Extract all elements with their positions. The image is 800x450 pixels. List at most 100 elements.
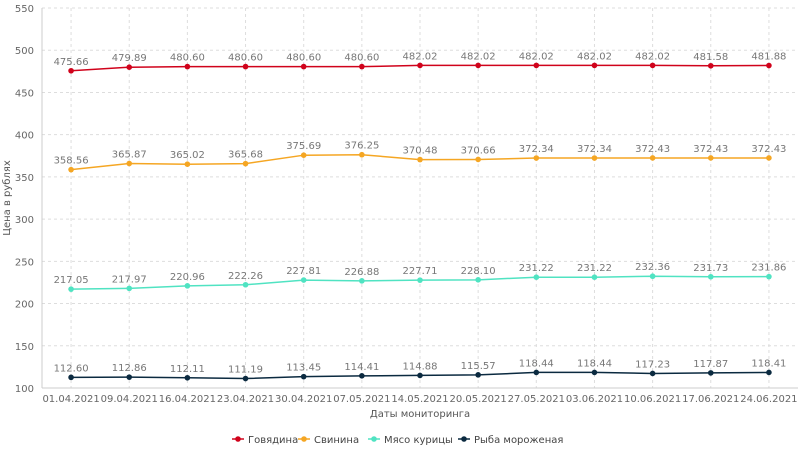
y-tick-label: 250 [15, 257, 34, 268]
grid [42, 7, 798, 389]
legend-item-0[interactable]: Говядина [232, 435, 298, 446]
legend-item-1[interactable]: Свинина [298, 435, 359, 446]
data-point [242, 281, 249, 288]
x-tick-label: 07.05.2021 [333, 394, 390, 405]
y-axis-title: Цена в рублях [2, 160, 13, 236]
y-tick-label: 550 [15, 4, 34, 15]
data-point [300, 277, 307, 283]
x-axis: 01.04.2021 09.04.2021 16.04.2021 23.04.2021… [42, 387, 798, 405]
data-point [126, 285, 133, 292]
data-label: 365.02 [170, 150, 205, 161]
x-tick-label: 23.04.2021 [217, 394, 274, 405]
data-point [475, 277, 481, 283]
legend-item-2[interactable]: Мясо курицы [368, 435, 453, 446]
data-label: 231.73 [693, 263, 728, 274]
data-point [707, 273, 714, 280]
data-point [417, 62, 423, 69]
data-point [591, 155, 598, 161]
data-point [766, 155, 772, 161]
data-point [766, 62, 772, 69]
data-label: 217.97 [112, 274, 147, 285]
data-label: 479.89 [112, 53, 147, 64]
legend-item-3[interactable]: Рыба мороженая [458, 435, 563, 446]
series-2: 217.05 217.97 220.96 222.26 227.81 226.88 227.… [54, 262, 786, 292]
data-label: 375.69 [286, 141, 321, 152]
data-label: 118.41 [751, 358, 786, 369]
data-point [533, 369, 540, 376]
data-point [475, 156, 481, 163]
data-label: 480.60 [286, 53, 321, 64]
data-label: 232.36 [635, 262, 670, 273]
data-label: 370.48 [403, 146, 438, 157]
y-tick-label: 300 [15, 215, 34, 226]
data-label: 481.88 [751, 52, 786, 63]
data-point [649, 155, 656, 161]
x-tick-label: 09.04.2021 [101, 394, 158, 405]
data-label: 481.58 [693, 52, 728, 63]
data-point [707, 62, 714, 69]
y-tick-label: 350 [15, 173, 34, 184]
data-label: 231.22 [519, 263, 554, 274]
data-point [300, 63, 307, 70]
y-tick-label: 450 [15, 88, 34, 99]
data-point [475, 62, 481, 69]
data-label: 482.02 [577, 51, 612, 62]
data-label: 112.60 [54, 363, 89, 374]
legend-label: Рыба мороженая [474, 435, 563, 446]
data-point [242, 160, 249, 167]
data-point [184, 283, 191, 289]
data-point [242, 375, 249, 382]
data-point [707, 155, 714, 161]
data-point [68, 67, 74, 74]
series-0: 475.66 479.89 480.60 480.60 480.60 480.60 482.… [54, 51, 786, 74]
data-label: 365.68 [228, 150, 263, 161]
data-point [184, 63, 191, 70]
data-point [359, 151, 365, 158]
y-tick-label: 100 [15, 384, 34, 395]
data-label: 114.88 [403, 361, 438, 372]
x-tick-label: 30.04.2021 [275, 394, 332, 405]
legend-label: Мясо курицы [384, 435, 453, 446]
data-label: 480.60 [170, 53, 205, 64]
data-point [184, 161, 191, 168]
data-label: 372.43 [635, 144, 670, 155]
data-point [591, 62, 598, 69]
legend-marker-dot [235, 436, 241, 442]
data-point [242, 63, 249, 70]
data-label: 482.02 [519, 51, 554, 62]
series-3: 112.60 112.86 112.11 111.19 113.45 114.41 114.… [54, 358, 786, 382]
data-point [359, 373, 365, 379]
data-point [417, 372, 423, 379]
y-axis: 100 150 200 250 300 350 400 450 500 550 [15, 4, 43, 395]
legend-label: Говядина [248, 435, 298, 446]
data-label: 358.56 [54, 156, 89, 167]
data-point [68, 166, 74, 173]
data-point [766, 369, 772, 376]
data-point [591, 274, 598, 280]
data-point [359, 63, 365, 70]
x-tick-label: 17.06.2021 [682, 394, 739, 405]
series-1: 358.56 365.87 365.02 365.68 375.69 376.25 370.… [54, 141, 786, 173]
x-tick-label: 01.04.2021 [42, 394, 99, 405]
data-label: 114.41 [344, 362, 379, 373]
data-label: 365.87 [112, 149, 147, 160]
x-tick-label: 24.06.2021 [740, 394, 797, 405]
data-label: 228.10 [461, 266, 496, 277]
data-label: 480.60 [344, 53, 379, 64]
legend-marker-dot [301, 436, 307, 442]
data-label: 112.86 [112, 363, 147, 374]
legend-marker-dot [461, 436, 467, 442]
data-label: 118.44 [519, 358, 554, 369]
data-point [766, 273, 772, 280]
data-point [300, 152, 307, 158]
data-point [126, 64, 133, 71]
data-label: 115.57 [461, 361, 496, 372]
x-tick-label: 14.05.2021 [391, 394, 448, 405]
legend: Говядина Свинина Мясо курицы Рыба мороженая [232, 435, 563, 446]
data-label: 482.02 [403, 51, 438, 62]
data-point [184, 374, 191, 381]
x-axis-title: Даты мониторинга [370, 409, 470, 420]
data-label: 480.60 [228, 53, 263, 64]
data-label: 118.44 [577, 358, 612, 369]
